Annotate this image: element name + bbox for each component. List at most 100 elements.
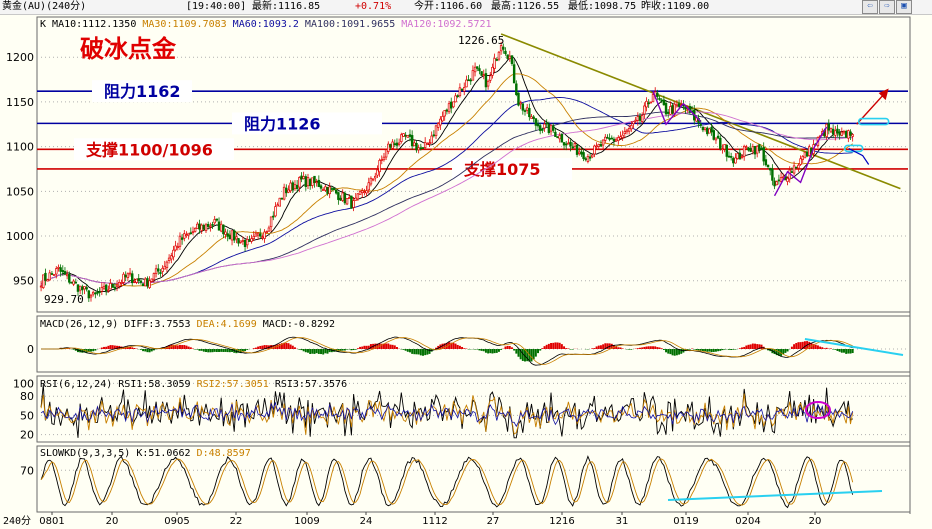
rsi-line (40, 393, 854, 435)
macd-histogram-bar (74, 349, 77, 351)
candle-body (356, 193, 360, 200)
macd-histogram-bar (617, 347, 620, 349)
macd-histogram-bar (218, 349, 221, 352)
macd-histogram-bar (363, 345, 366, 349)
level-label-bg (92, 80, 192, 103)
candle-body (289, 182, 292, 192)
candle-body (98, 291, 101, 293)
x-tick-label: 31 (616, 516, 629, 527)
macd-histogram-bar (710, 349, 713, 353)
candle-body (100, 287, 104, 292)
macd-histogram-bar (606, 343, 609, 349)
x-tick-label: 20 (106, 516, 119, 527)
rsi-y-tick-label: 50 (20, 409, 34, 422)
candle-body (640, 115, 644, 122)
macd-histogram-bar (797, 342, 800, 349)
macd-histogram-bar (482, 349, 485, 352)
candle-body (473, 66, 477, 73)
macd-histogram-bar (497, 349, 500, 352)
candle-body (57, 266, 60, 269)
candle-body (365, 190, 368, 194)
candle-body (226, 233, 229, 237)
candle-body (597, 143, 600, 147)
candle-body (801, 156, 804, 160)
candle-body (675, 104, 679, 107)
level-label-bg (452, 157, 572, 180)
candle-body (378, 159, 381, 173)
macd-histogram-bar (346, 349, 349, 350)
macd-histogram-bar (443, 343, 446, 349)
candle-body (656, 92, 659, 98)
candle-body (157, 268, 160, 272)
candle-body (560, 133, 564, 143)
candle-body (536, 123, 540, 127)
arrow-right-icon[interactable]: ⇨ (879, 0, 895, 14)
candle-body (701, 126, 705, 131)
rsi-y-tick-label: 20 (20, 429, 34, 442)
macd-histogram-bar (320, 349, 322, 355)
macd-histogram-bar (313, 349, 316, 354)
macd-histogram-bar (801, 341, 804, 349)
candle-body (159, 272, 162, 274)
macd-histogram-bar (819, 346, 822, 349)
quote-latest: 最新:1116.85 (252, 1, 321, 12)
macd-histogram-bar (660, 348, 663, 349)
macd-histogram-bar (840, 349, 843, 353)
candle-body (237, 238, 240, 244)
macd-histogram-bar (437, 345, 440, 349)
candle-body (736, 153, 739, 159)
macd-histogram-bar (352, 349, 355, 351)
candle-body (165, 261, 169, 269)
candle-body (317, 179, 321, 188)
macd-histogram-bar (721, 349, 724, 351)
arrow-left-icon[interactable]: ⇦ (862, 0, 878, 14)
rsi-line (40, 384, 853, 439)
indicator-value: MA120:1092.5721 (401, 19, 491, 30)
candle-body (94, 292, 97, 295)
candle-body (471, 70, 475, 81)
indicator-value: RSI3:57.3576 (275, 379, 347, 390)
candle-body (265, 231, 268, 233)
candle-body (645, 100, 648, 108)
macd-histogram-bar (604, 343, 607, 349)
macd-histogram-bar (829, 348, 832, 349)
candle-body (580, 151, 583, 155)
candle-body (627, 128, 631, 132)
candle-body (441, 116, 444, 122)
macd-histogram-bar (139, 349, 142, 350)
candle-body (374, 175, 377, 179)
candle-body (545, 122, 548, 125)
macd-histogram-bar (688, 349, 691, 350)
candle-body (269, 216, 273, 228)
candle-body (172, 249, 175, 258)
candle-body (261, 236, 264, 239)
macd-histogram-bar (322, 349, 325, 355)
macd-histogram-bar (756, 344, 759, 349)
macd-histogram-bar (461, 346, 464, 349)
macd-histogram-bar (556, 342, 559, 349)
candle-body (491, 66, 494, 76)
candle-body (131, 273, 134, 284)
macd-histogram-bar (359, 346, 362, 349)
macd-histogram-bar (780, 349, 783, 356)
candle-body (391, 141, 394, 149)
x-tick-label: 0905 (164, 516, 189, 527)
candle-body (163, 265, 166, 270)
candle-body (556, 136, 559, 139)
macd-histogram-bar (200, 349, 203, 351)
candle-body (107, 289, 110, 292)
macd-histogram-bar (280, 343, 283, 349)
candle-body (146, 278, 149, 287)
macd-histogram-bar (424, 349, 427, 356)
candle-body (293, 184, 297, 190)
zoom-icon[interactable]: ▣ (896, 0, 912, 14)
candle-body (148, 280, 151, 288)
x-tick-label: 20 (809, 516, 822, 527)
macd-histogram-bar (387, 343, 390, 349)
macd-histogram-bar (719, 349, 722, 351)
macd-histogram-bar (684, 349, 687, 352)
macd-histogram-bar (435, 347, 438, 349)
candle-body (250, 238, 253, 242)
candle-body (480, 71, 483, 76)
